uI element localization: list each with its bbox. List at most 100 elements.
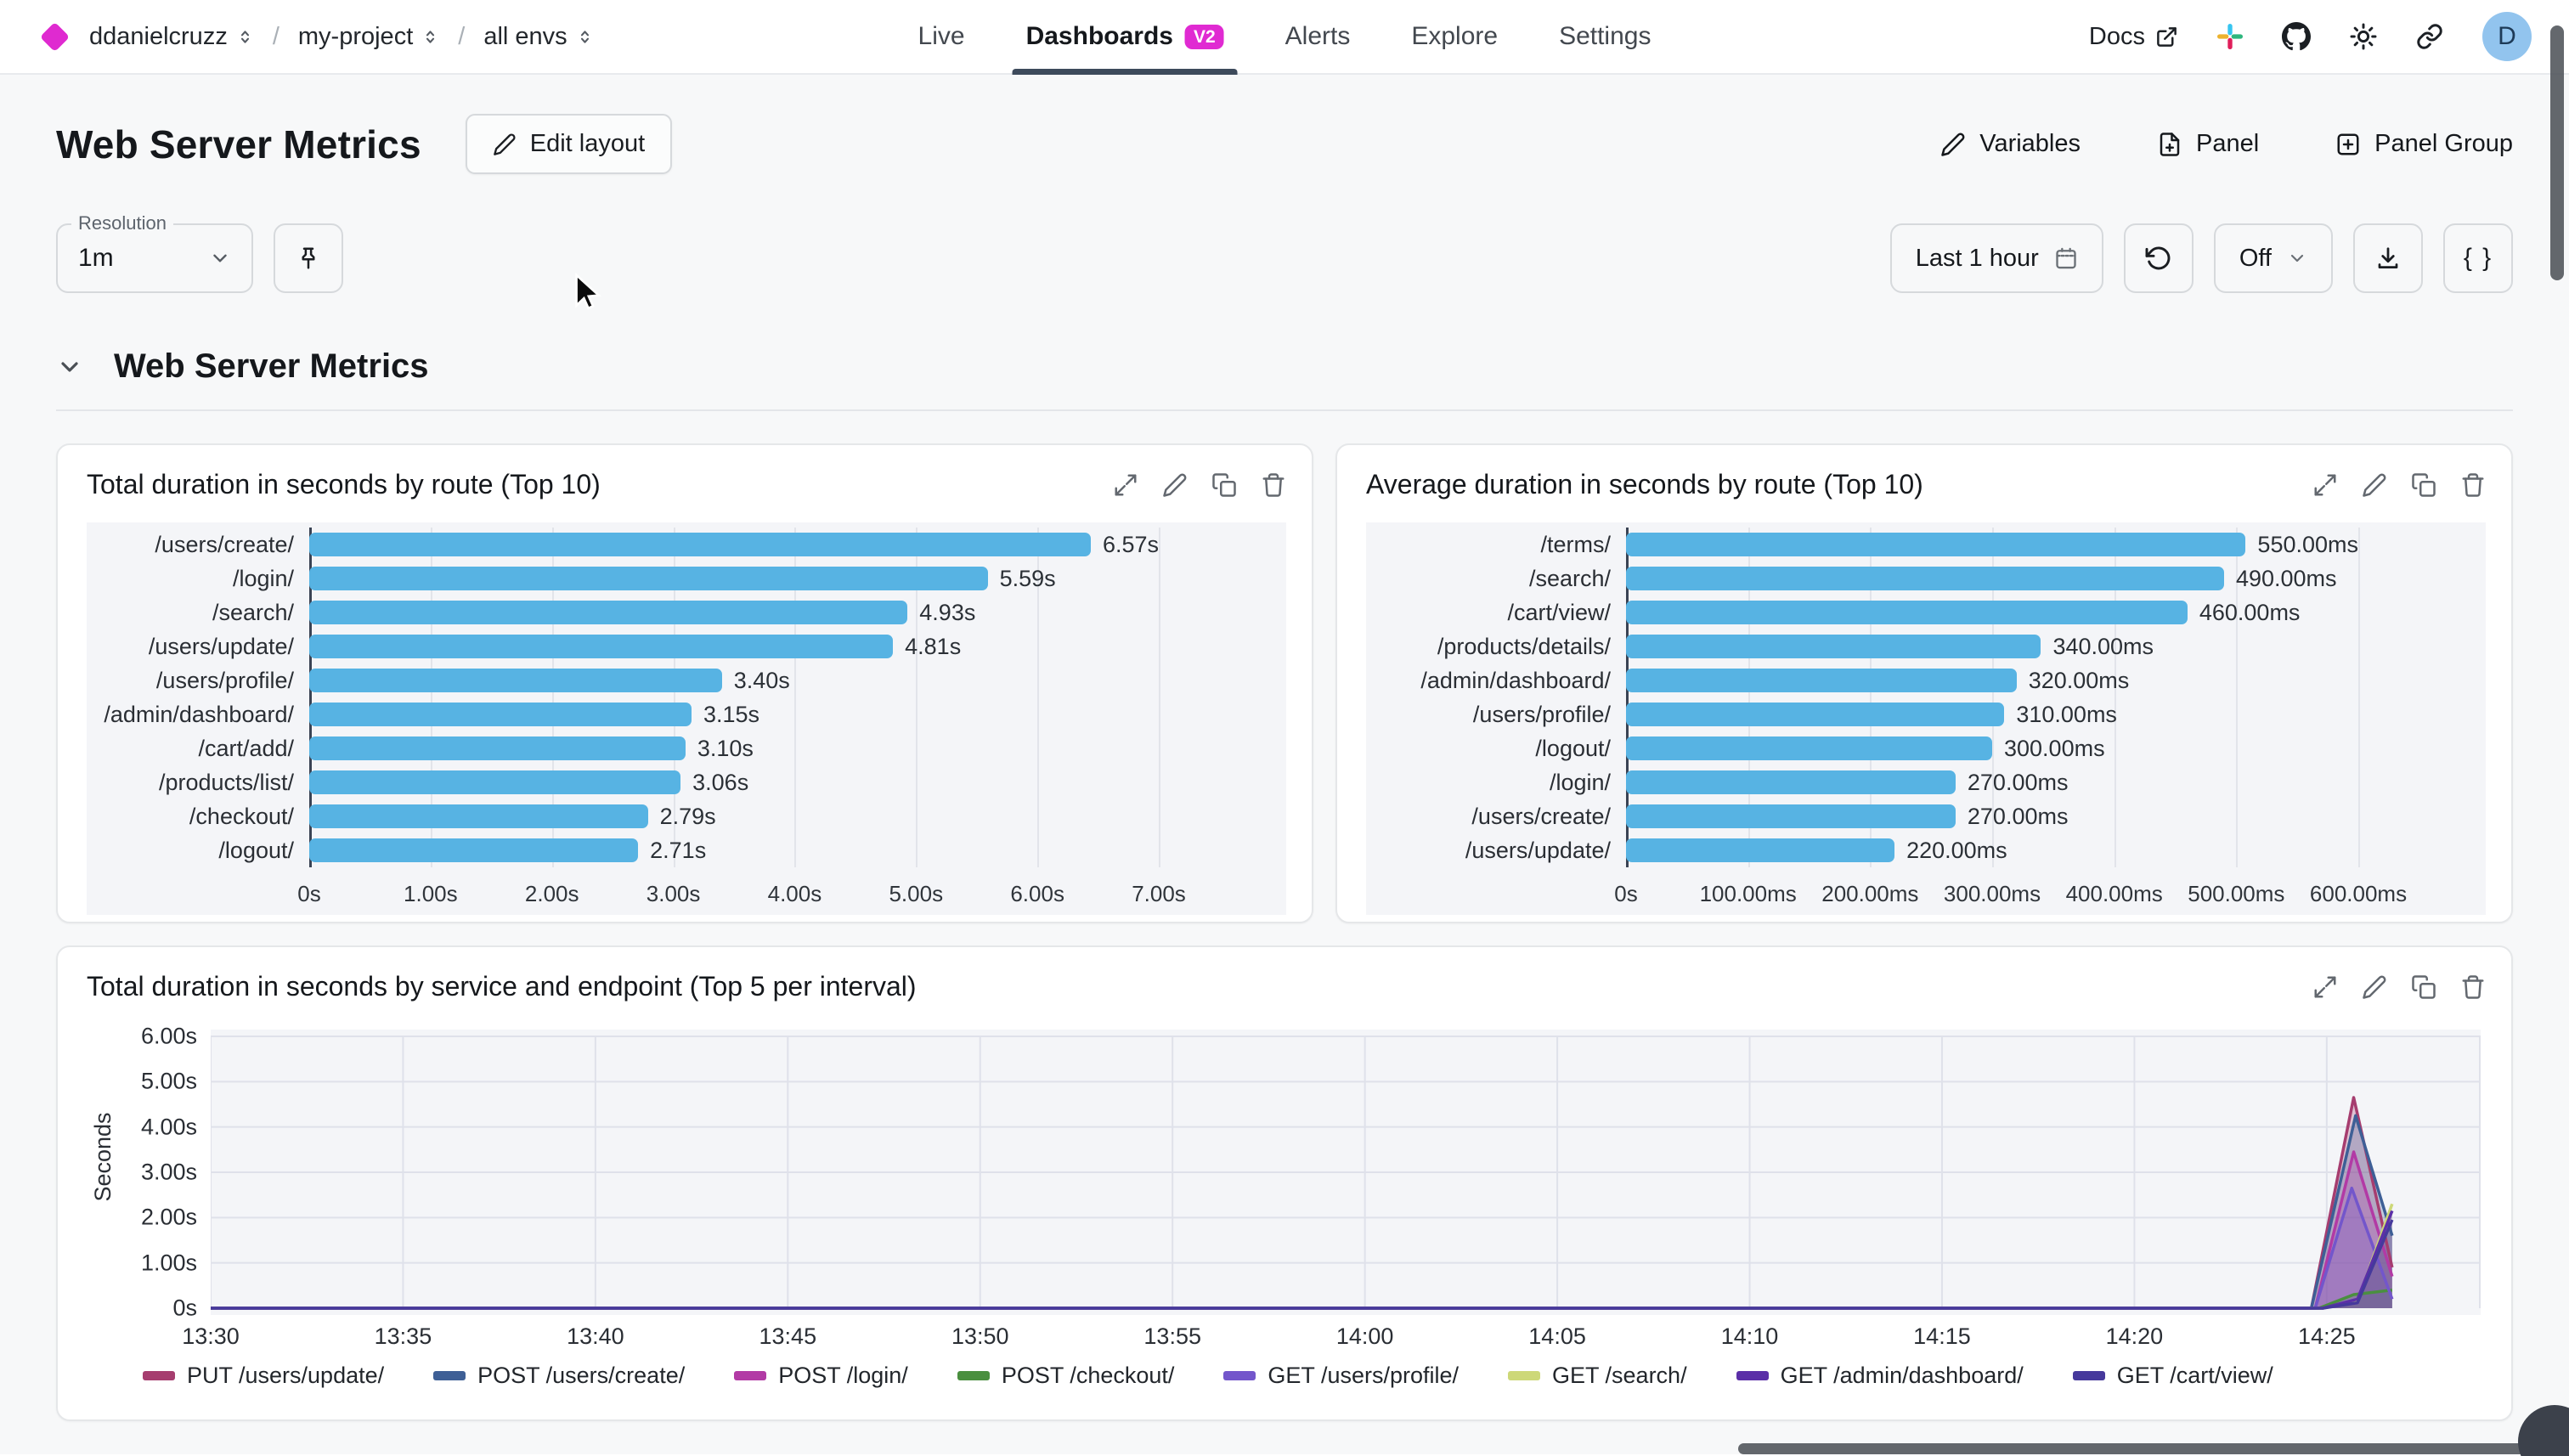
bar[interactable] [309,838,639,862]
breadcrumb-env-selector[interactable]: all envs [483,23,593,51]
x-tick-label: 1.00s [404,881,458,906]
link-icon [2417,24,2442,49]
breadcrumb-org-selector[interactable]: ddanielcruzz [89,23,254,51]
bar[interactable] [1626,838,1895,862]
chevron-down-icon [61,361,78,372]
bar-value-label: 3.06s [692,769,749,795]
x-tick-label: 7.00s [1132,881,1186,906]
duplicate-panel-button[interactable] [1211,472,1237,498]
docs-link[interactable]: Docs [2089,23,2178,51]
series-line[interactable] [211,1115,2392,1308]
edit-panel-button[interactable] [2362,472,2387,498]
series-line[interactable] [211,1220,2392,1308]
legend-item[interactable]: GET /admin/dashboard/ [1736,1363,2024,1389]
sun-icon [2350,23,2377,50]
y-tick-label: 3.00s [140,1159,197,1185]
duplicate-panel-button[interactable] [2411,472,2436,498]
time-range-picker[interactable]: Last 1 hour [1889,223,2103,293]
download-button[interactable] [2353,223,2423,293]
legend-item[interactable]: POST /checkout/ [957,1363,1174,1389]
tab-alerts[interactable]: Alerts [1284,22,1351,50]
horizontal-scrollbar-thumb[interactable] [1738,1443,2557,1454]
category-label: /logout/ [1535,735,1611,761]
expand-panel-button[interactable] [2312,472,2338,498]
category-label: /users/create/ [1471,803,1611,829]
tab-settings[interactable]: Settings [1559,22,1652,50]
auto-refresh-select[interactable]: Off [2213,223,2333,293]
bar[interactable] [1626,533,2246,556]
delete-panel-button[interactable] [2460,472,2486,498]
series-line[interactable] [211,1290,2392,1308]
bar[interactable] [309,567,988,590]
bar[interactable] [309,669,722,692]
bar[interactable] [1626,804,1956,828]
legend-item[interactable]: GET /users/profile/ [1223,1363,1459,1389]
theme-toggle-button[interactable] [2350,23,2377,50]
gridline [673,528,675,867]
legend-item[interactable]: POST /login/ [734,1363,908,1389]
bar[interactable] [1626,736,1992,760]
pin-resolution-button[interactable] [274,223,343,293]
add-panel-button[interactable]: Panel [2157,130,2259,158]
category-label: /users/update/ [1465,837,1611,863]
app-logo-diamond-icon[interactable] [39,21,71,52]
bar[interactable] [1626,669,2017,692]
breadcrumb-project-selector[interactable]: my-project [298,23,439,51]
bar[interactable] [309,533,1091,556]
bar[interactable] [309,736,686,760]
bar-row: 270.00ms [1626,765,2358,799]
bar[interactable] [1626,601,2188,624]
edit-panel-button[interactable] [2362,974,2387,1000]
bar-value-label: 490.00ms [2235,565,2337,591]
bar[interactable] [1626,770,1956,794]
delete-panel-button[interactable] [1261,472,1286,498]
bar-row: 340.00ms [1626,629,2358,663]
breadcrumb: ddanielcruzz / my-project / all envs [37,21,594,52]
duplicate-panel-button[interactable] [2411,974,2436,1000]
slack-button[interactable] [2217,24,2243,49]
bar[interactable] [1626,703,2005,726]
github-button[interactable] [2282,22,2311,51]
delete-panel-button[interactable] [2460,974,2486,1000]
legend-swatch [143,1371,175,1380]
variables-button[interactable]: Variables [1940,130,2081,158]
edit-panel-button[interactable] [1162,472,1188,498]
bar[interactable] [1626,635,2041,658]
bar-row: 310.00ms [1626,697,2358,731]
tab-dashboards[interactable]: Dashboards V2 [1012,0,1238,75]
legend-item[interactable]: PUT /users/update/ [143,1363,384,1389]
bar[interactable] [1626,567,2224,590]
legend-item[interactable]: POST /users/create/ [433,1363,685,1389]
legend-item[interactable]: GET /cart/view/ [2072,1363,2273,1389]
bar[interactable] [309,703,692,726]
collapse-section-button[interactable] [56,353,83,381]
vertical-scrollbar-thumb[interactable] [2550,25,2564,280]
user-avatar[interactable]: D [2482,12,2532,61]
bar-row: 300.00ms [1626,731,2358,765]
legend-item[interactable]: GET /search/ [1508,1363,1687,1389]
bar-value-label: 4.93s [919,599,976,625]
bar[interactable] [309,770,681,794]
expand-panel-button[interactable] [1113,472,1138,498]
series-line[interactable] [211,1098,2392,1308]
share-link-button[interactable] [2416,23,2443,50]
series-line[interactable] [211,1188,2392,1308]
expand-panel-button[interactable] [2312,974,2338,1000]
series-line[interactable] [211,1152,2392,1308]
edit-layout-button[interactable]: Edit layout [465,114,673,174]
resolution-select[interactable]: Resolution 1m [56,212,253,293]
json-view-button[interactable]: { } [2443,223,2513,293]
bar[interactable] [309,601,908,624]
add-panel-group-button[interactable]: Panel Group [2335,130,2513,158]
refresh-button[interactable] [2123,223,2194,293]
bar[interactable] [309,635,894,658]
series-line[interactable] [211,1211,2392,1308]
category-label: /login/ [1549,769,1611,795]
series-line[interactable] [211,1204,2392,1308]
tab-explore[interactable]: Explore [1411,22,1499,50]
breadcrumb-project-label: my-project [297,22,414,50]
bar-row: 550.00ms [1626,528,2358,562]
x-tick-label: 300.00ms [1943,881,2041,906]
bar[interactable] [309,804,648,828]
tab-live[interactable]: Live [918,22,965,50]
